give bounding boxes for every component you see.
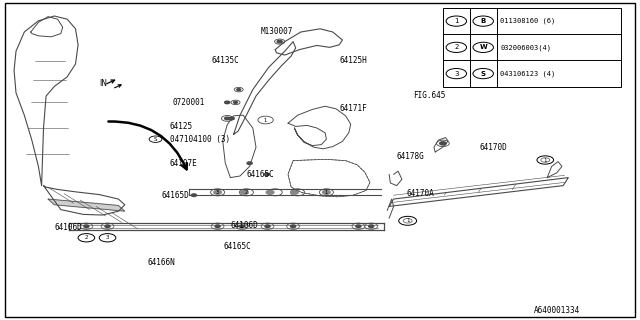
Text: 64106D: 64106D — [230, 221, 258, 230]
Text: 3: 3 — [454, 71, 459, 76]
Text: 64135C: 64135C — [211, 56, 239, 65]
Text: S: S — [481, 71, 486, 76]
Circle shape — [265, 225, 270, 228]
Text: A640001334: A640001334 — [534, 306, 580, 315]
Text: 2: 2 — [244, 190, 248, 195]
Circle shape — [225, 101, 230, 104]
Text: 1: 1 — [264, 117, 268, 123]
Text: 0720001: 0720001 — [173, 98, 205, 107]
Text: 1: 1 — [454, 18, 459, 24]
Circle shape — [237, 89, 241, 91]
Text: 64165C: 64165C — [224, 242, 252, 251]
Circle shape — [323, 190, 330, 194]
Circle shape — [440, 142, 446, 145]
Text: FIG.645: FIG.645 — [413, 92, 445, 100]
Circle shape — [291, 225, 296, 228]
Text: 1: 1 — [324, 190, 328, 195]
Text: IN: IN — [99, 79, 108, 88]
Text: M130007: M130007 — [261, 28, 294, 36]
Circle shape — [191, 194, 196, 196]
Circle shape — [225, 117, 230, 120]
Text: 3: 3 — [216, 190, 220, 195]
Circle shape — [214, 190, 221, 194]
Text: 64165D: 64165D — [162, 191, 189, 200]
Circle shape — [369, 225, 374, 228]
Circle shape — [356, 225, 361, 228]
Text: 047104100 (3): 047104100 (3) — [170, 135, 230, 144]
Circle shape — [241, 190, 248, 194]
Circle shape — [291, 190, 298, 194]
Circle shape — [266, 190, 274, 194]
Circle shape — [264, 173, 269, 176]
Text: W: W — [479, 44, 487, 50]
Text: 64170D: 64170D — [480, 143, 508, 152]
Text: 64106D: 64106D — [54, 223, 82, 232]
Circle shape — [105, 225, 110, 228]
Circle shape — [277, 40, 282, 43]
Text: 64170A: 64170A — [406, 189, 434, 198]
Text: 3: 3 — [106, 235, 109, 240]
Circle shape — [215, 225, 220, 228]
Text: 2: 2 — [454, 44, 458, 50]
Text: 1: 1 — [543, 157, 547, 163]
Circle shape — [229, 117, 234, 120]
Text: B: B — [481, 18, 486, 24]
Text: S: S — [154, 137, 157, 142]
Text: 64166N: 64166N — [147, 258, 175, 267]
Text: 2: 2 — [84, 235, 88, 240]
Text: 64165C: 64165C — [246, 170, 274, 179]
Circle shape — [84, 225, 89, 228]
Text: 64125H: 64125H — [339, 56, 367, 65]
Circle shape — [239, 225, 244, 228]
Text: 64178G: 64178G — [397, 152, 424, 161]
Circle shape — [247, 162, 252, 164]
Text: 1: 1 — [406, 218, 410, 223]
Circle shape — [234, 101, 237, 103]
Polygon shape — [48, 199, 125, 211]
Text: 032006003(4): 032006003(4) — [500, 44, 552, 51]
Text: 043106123 (4): 043106123 (4) — [500, 70, 556, 77]
Text: 64171F: 64171F — [339, 104, 367, 113]
Text: 64125: 64125 — [170, 122, 193, 131]
Text: 64107E: 64107E — [170, 159, 197, 168]
Text: 011308160 (6): 011308160 (6) — [500, 18, 556, 24]
